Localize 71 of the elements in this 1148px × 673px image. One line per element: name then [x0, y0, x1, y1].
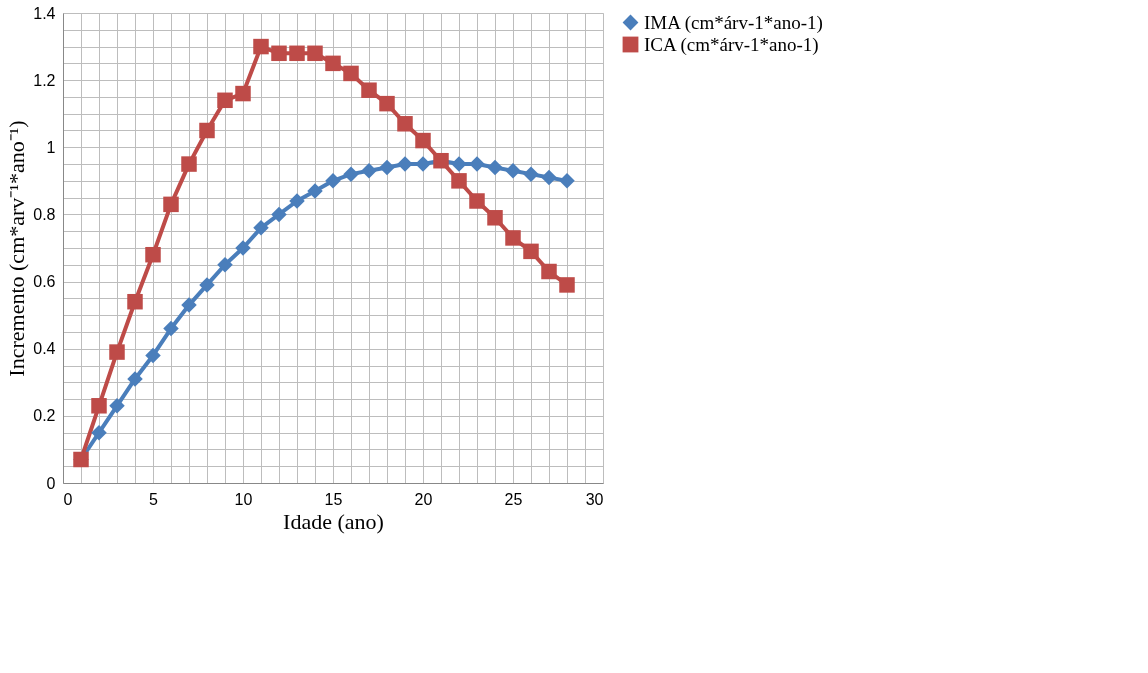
point — [541, 169, 557, 186]
point — [181, 156, 197, 172]
point — [109, 344, 125, 360]
point — [379, 95, 395, 112]
point — [163, 196, 179, 213]
y-tick-label: 0.8 — [33, 205, 56, 223]
point — [559, 173, 575, 189]
point — [451, 173, 467, 189]
point — [289, 45, 305, 62]
point — [109, 398, 125, 414]
point — [271, 206, 287, 223]
x-tick-label: 15 — [324, 490, 343, 508]
point — [199, 122, 215, 139]
point — [253, 220, 269, 236]
point — [253, 38, 269, 55]
point — [163, 320, 179, 337]
point — [505, 163, 521, 179]
point — [379, 159, 395, 176]
point — [415, 156, 431, 172]
y-tick-label: 1 — [46, 138, 56, 156]
point — [559, 277, 575, 293]
point — [235, 240, 251, 256]
point — [127, 371, 143, 387]
point — [343, 65, 359, 82]
point — [199, 277, 215, 293]
x-tick-label: 5 — [149, 490, 159, 508]
point — [145, 347, 161, 364]
point — [343, 166, 359, 182]
point — [91, 398, 107, 414]
x-tick-label: 20 — [414, 490, 433, 508]
point — [307, 45, 323, 62]
point — [397, 156, 413, 172]
x-tick-label: 10 — [234, 490, 253, 508]
point — [181, 297, 197, 313]
point — [91, 424, 107, 441]
point — [523, 166, 539, 182]
point — [235, 85, 251, 102]
point — [361, 82, 377, 98]
y-tick-label: 0.4 — [33, 340, 56, 358]
point — [325, 173, 341, 189]
point — [469, 156, 485, 172]
x-axis-title: Idade (ano) — [283, 508, 384, 534]
y-tick-label: 0 — [46, 474, 56, 492]
point — [217, 92, 233, 109]
point — [271, 45, 287, 62]
point — [541, 263, 557, 280]
point — [145, 246, 161, 263]
point — [361, 163, 377, 179]
point — [289, 193, 305, 209]
x-tick-label: 25 — [504, 490, 523, 508]
point — [307, 183, 323, 199]
legend-label: ICA (cm*árv-1*ano-1) — [644, 33, 819, 56]
point — [325, 55, 341, 72]
x-tick-label: 30 — [585, 490, 604, 508]
y-axis-title: Incremento (cm*arv⁻¹*ano⁻¹) — [4, 120, 30, 377]
point — [217, 257, 233, 273]
y-tick-label: 1.2 — [33, 71, 56, 89]
point — [469, 193, 485, 209]
y-tick-label: 0.6 — [33, 273, 56, 291]
point — [523, 243, 539, 260]
point — [487, 210, 503, 226]
legend-label: IMA (cm*árv-1*ano-1) — [644, 11, 823, 34]
y-tick-label: 1.4 — [33, 4, 56, 22]
point — [127, 293, 143, 310]
y-tick-label: 0.2 — [33, 407, 56, 425]
point — [397, 116, 413, 132]
point — [451, 156, 467, 172]
point — [487, 159, 503, 176]
x-tick-label: 0 — [63, 490, 73, 508]
point — [505, 230, 521, 246]
point — [415, 132, 431, 149]
